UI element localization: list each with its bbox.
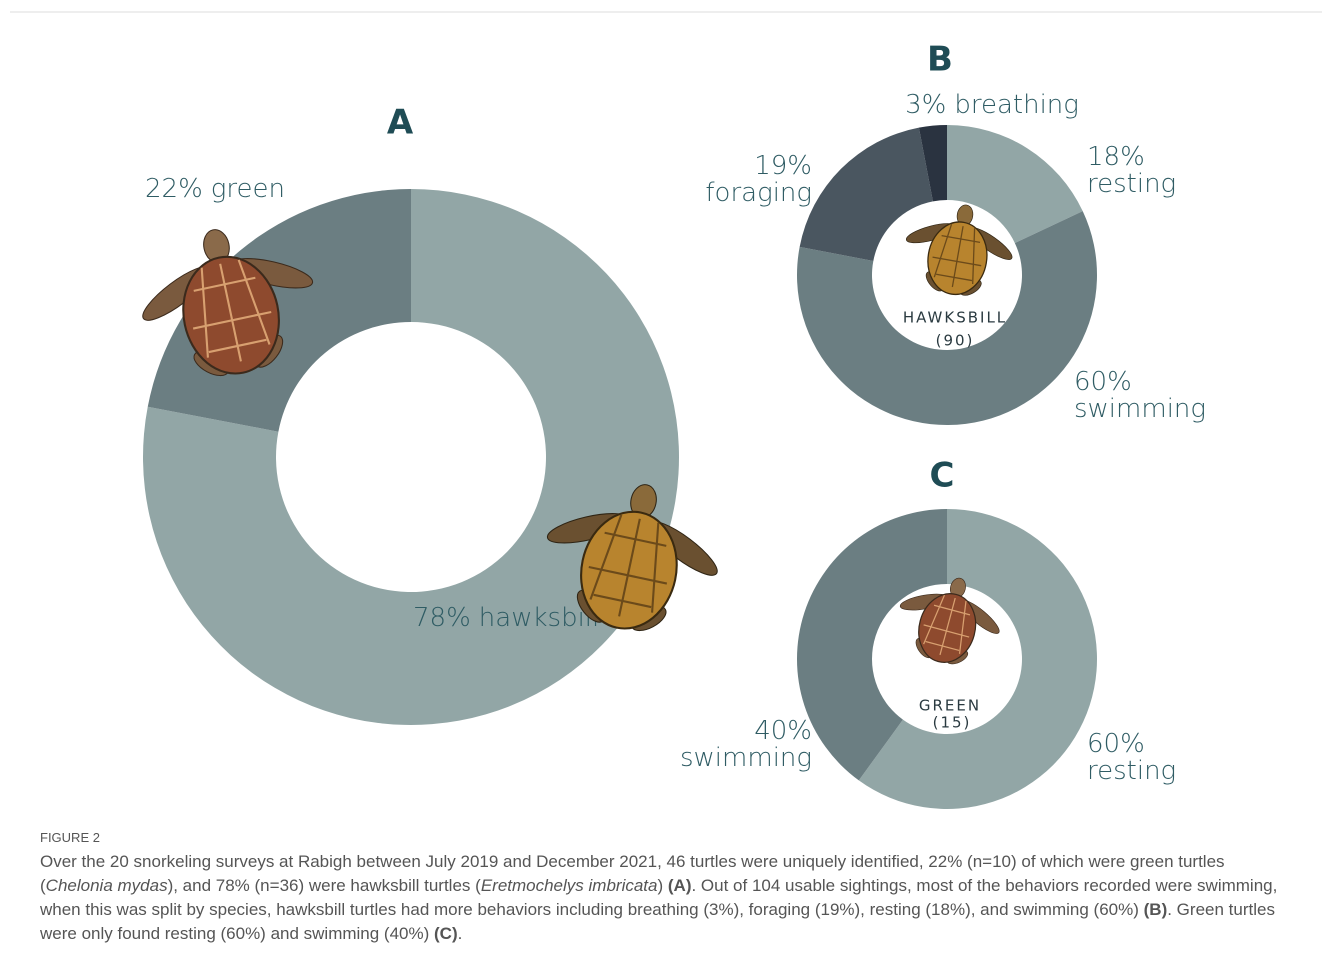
chart-title: A (387, 103, 414, 143)
center-label: (15) (933, 714, 972, 732)
caption-part: Chelonia mydas (45, 876, 168, 895)
category-label: hawksbill (479, 603, 599, 633)
caption-label: FIGURE 2 (40, 830, 100, 845)
caption-part: (B) (1143, 900, 1168, 919)
value-label: 22% (145, 174, 203, 204)
caption-part: (A) (667, 876, 692, 895)
caption-part: ) (657, 876, 668, 895)
donut-segment (797, 211, 1097, 426)
category-label: swimming (1074, 394, 1206, 424)
segment-label: 60% resting (1087, 729, 1176, 786)
caption-part: . Green turtles were only found resting … (40, 900, 1275, 943)
caption-part: Over the 20 snorkeling surveys at Rabigh… (40, 852, 1225, 895)
donut-segment (142, 189, 680, 725)
donut-segment (797, 509, 947, 781)
donut-segment (947, 125, 1083, 244)
center-labels: HAWKSBILL (90) GREEN(15) (903, 309, 1007, 732)
segment-label: 60% swimming (1074, 367, 1206, 424)
caption-part: . (457, 924, 463, 943)
value-label: 19% (754, 151, 812, 181)
center-label: GREEN (919, 697, 981, 715)
value-label: 18% (1087, 142, 1145, 172)
donut-segment (858, 509, 1097, 809)
center-label: HAWKSBILL (903, 309, 1007, 327)
donut-segment (799, 127, 933, 261)
category-label: green (211, 174, 285, 204)
segment-label: 19% foraging (705, 151, 812, 208)
category-label: swimming (680, 743, 812, 773)
value-label: 78% (413, 603, 471, 633)
caption-text: Over the 20 snorkeling surveys at Rabigh… (40, 850, 1290, 946)
category-label: foraging (705, 178, 812, 208)
category-label: resting (1087, 756, 1176, 786)
category-label: resting (1087, 169, 1176, 199)
caption-part: ), and 78% (n=36) were hawksbill turtles… (167, 876, 481, 895)
chart-title: C (930, 456, 955, 496)
donut-segment (918, 125, 947, 202)
value-label: 60% (1087, 729, 1145, 759)
segment-label: 40% swimming (680, 716, 812, 773)
caption-part: (C) (434, 924, 458, 943)
chart-title: B (927, 40, 953, 80)
value-label: 40% (754, 716, 812, 746)
segment-label: 22% green (145, 174, 285, 204)
caption-part: Eretmochelys imbricata (480, 876, 658, 895)
value-label: 3% (905, 90, 946, 120)
value-label: 60% (1074, 367, 1132, 397)
segment-label: 3% breathing (905, 90, 1079, 120)
segment-label: 18% resting (1087, 142, 1176, 199)
segment-label: 78% hawksbill (413, 603, 599, 633)
category-label: breathing (954, 90, 1079, 120)
caption-part: . Out of 104 usable sightings, most of t… (40, 876, 1278, 919)
center-label: (90) (936, 332, 975, 350)
